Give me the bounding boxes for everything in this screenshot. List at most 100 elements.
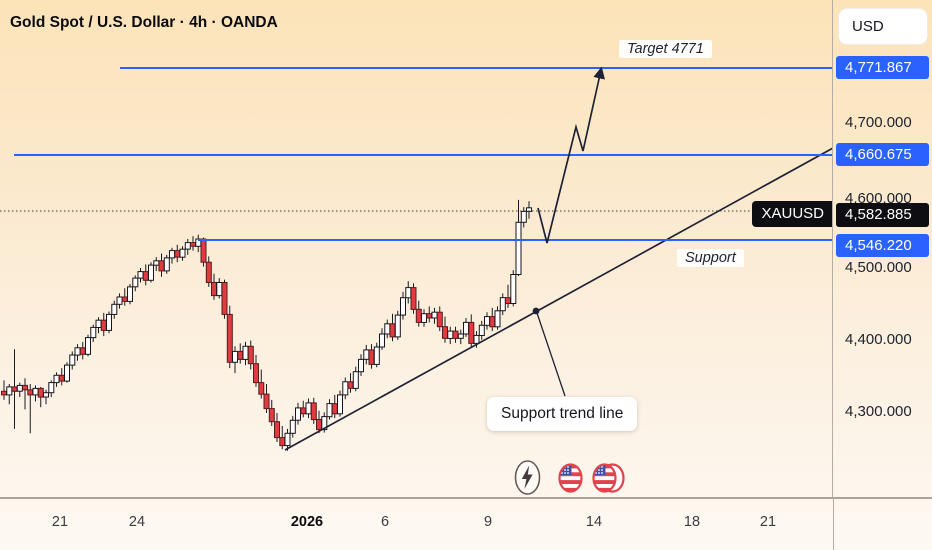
lightning-event-icon[interactable] <box>514 460 541 495</box>
candle <box>121 288 128 306</box>
candle <box>373 342 380 368</box>
candle <box>184 239 191 255</box>
candle <box>515 199 522 276</box>
candle <box>452 326 459 343</box>
currency-button[interactable]: USD <box>839 9 927 44</box>
chart-canvas[interactable] <box>0 0 833 497</box>
candle <box>331 394 338 419</box>
candle <box>463 318 469 337</box>
candle <box>85 334 91 357</box>
candle <box>253 355 259 387</box>
candle <box>457 329 464 345</box>
candle <box>415 300 422 327</box>
candle <box>22 378 28 410</box>
candle <box>305 398 312 419</box>
candle <box>431 307 438 324</box>
candle <box>363 344 370 365</box>
candle <box>16 382 23 397</box>
candle <box>310 397 317 424</box>
candle <box>232 346 238 374</box>
candle <box>279 426 286 450</box>
candle <box>247 340 254 370</box>
candle <box>43 389 49 405</box>
level-price-axis-label[interactable]: 4,660.675 <box>836 143 929 166</box>
candle <box>69 351 76 370</box>
candle <box>520 207 527 228</box>
candle <box>174 244 181 263</box>
candle <box>74 344 81 361</box>
candle <box>90 324 97 342</box>
candle <box>263 384 270 413</box>
us-flag-event-icon[interactable] <box>555 463 586 493</box>
support-trend-line[interactable] <box>284 147 833 451</box>
candle <box>148 262 154 283</box>
candle <box>484 312 490 330</box>
candle <box>37 386 44 408</box>
time-axis-label: 6 <box>380 514 390 530</box>
candle <box>326 399 333 420</box>
last-price-axis-label[interactable]: 4,582.885 <box>836 203 929 227</box>
us-flag-double-event-icon[interactable] <box>589 463 625 493</box>
candle <box>190 236 196 251</box>
candle <box>221 279 228 319</box>
candle <box>268 399 275 426</box>
time-axis-label: 24 <box>128 514 146 530</box>
time-axis-label: 9 <box>483 514 493 530</box>
time-axis-label: 21 <box>759 514 777 530</box>
drawings-layer <box>0 66 833 451</box>
target-annotation[interactable]: Target 4771 <box>619 40 712 58</box>
candle <box>211 273 217 300</box>
candle <box>347 373 354 393</box>
candle <box>53 372 60 387</box>
candle <box>153 257 160 271</box>
candle <box>379 328 385 350</box>
candle <box>295 402 301 425</box>
candle <box>179 246 186 261</box>
candles-layer <box>1 199 532 451</box>
candle <box>27 384 34 434</box>
candle <box>106 311 112 334</box>
candle <box>127 283 133 305</box>
candle <box>200 237 207 267</box>
candle <box>337 390 343 417</box>
candle <box>258 369 265 399</box>
candle <box>1 380 7 400</box>
support-annotation[interactable]: Support <box>677 249 744 267</box>
projection-arrow[interactable] <box>537 66 605 244</box>
time-axis-label: 18 <box>683 514 701 530</box>
price-axis[interactable]: USD 4,771.867 4,700.000 4,660.675 4,600.000… <box>832 0 932 497</box>
candle <box>510 270 517 307</box>
candle <box>48 380 55 397</box>
candle <box>489 307 496 332</box>
candle <box>6 384 13 405</box>
candle <box>405 281 412 304</box>
trendline-marker-dot[interactable] <box>532 307 540 315</box>
candle <box>142 264 149 286</box>
candle <box>158 253 165 277</box>
candle <box>111 300 118 319</box>
symbol-title: Gold Spot / U.S. Dollar · 4h · OANDA <box>10 14 278 31</box>
candle <box>468 314 475 348</box>
level-price-axis-label[interactable]: 4,771.867 <box>836 56 929 79</box>
candle <box>352 366 359 392</box>
time-axis[interactable]: 21 24 2026 6 9 14 18 21 <box>0 497 932 550</box>
candle <box>274 413 280 442</box>
candle <box>205 256 212 287</box>
event-icons-row <box>514 460 625 495</box>
level-price-axis-label[interactable]: 4,546.220 <box>836 234 929 257</box>
candle <box>300 400 307 418</box>
trendline-note-label[interactable]: Support trend line <box>487 397 638 431</box>
candle <box>384 319 391 339</box>
candle <box>116 293 123 309</box>
candle <box>163 254 170 274</box>
candle <box>421 309 427 327</box>
candle <box>505 284 511 308</box>
axis-corner <box>833 497 932 550</box>
time-axis-label: 21 <box>51 514 69 530</box>
candle <box>64 362 70 383</box>
candle <box>95 317 102 334</box>
candle <box>58 368 65 386</box>
time-axis-label: 2026 <box>290 514 324 530</box>
candle <box>132 275 139 292</box>
